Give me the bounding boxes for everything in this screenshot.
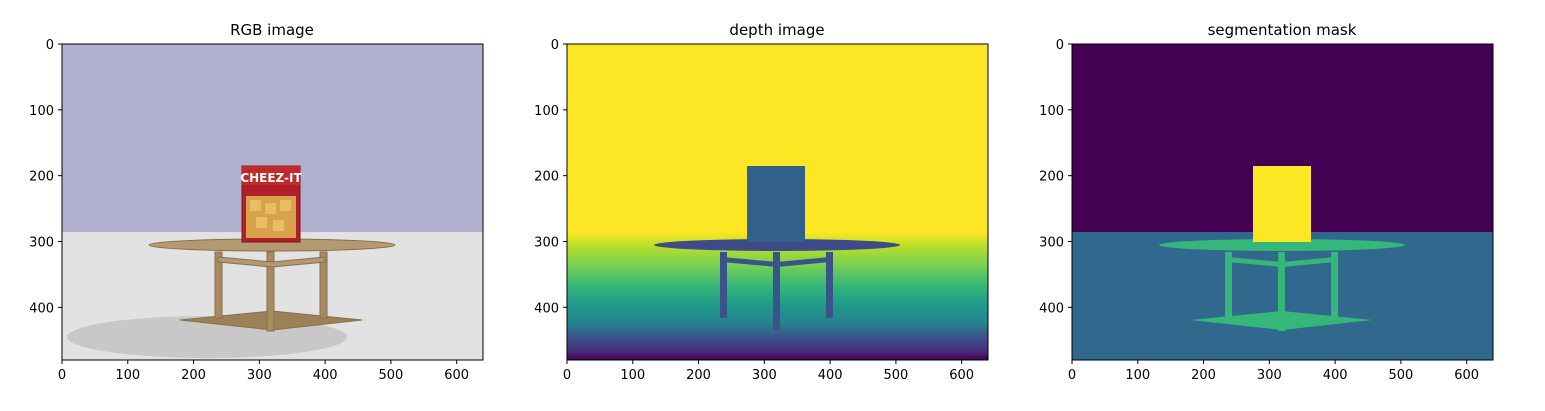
y-tick-label: 400	[534, 301, 559, 316]
panel-segmentation-mask: segmentation mask 0 100 200 300 400 500 600 0 10…	[1039, 21, 1494, 383]
rgb-image-content: CHEEZ-IT	[62, 44, 483, 360]
panel-rgb-image: RGB image CHEEZ-IT	[29, 21, 484, 383]
axis-ticks: 0 100 200 300 400 500 600 0 100 200 300 400	[29, 38, 469, 383]
y-tick-label: 200	[29, 170, 54, 185]
x-tick-label: 300	[752, 368, 777, 383]
axis-ticks: 0 100 200 300 400 500 600 0 100 200 300 400	[534, 38, 974, 383]
y-tick-label: 0	[1056, 38, 1064, 53]
axis-ticks: 0 100 200 300 400 500 600 0 100 200 300 400	[1039, 38, 1479, 383]
x-tick-label: 0	[58, 368, 66, 383]
axes-frame	[566, 43, 989, 361]
x-tick-label: 0	[1068, 368, 1076, 383]
y-tick-label: 100	[1039, 104, 1064, 119]
depth-image-content	[567, 44, 988, 360]
x-tick-label: 600	[444, 368, 469, 383]
y-tick-label: 200	[534, 170, 559, 185]
y-tick-label: 300	[1039, 236, 1064, 251]
axes-frame	[1071, 43, 1494, 361]
cracker-box: CHEEZ-IT	[240, 165, 302, 243]
x-tick-label: 100	[620, 368, 645, 383]
x-tick-label: 600	[949, 368, 974, 383]
panel-depth-image: depth image 0 100 200 300 400 500 600 0 100 200 30…	[534, 21, 989, 383]
x-tick-label: 500	[883, 368, 908, 383]
seg-box	[1253, 166, 1311, 242]
box-brand-label: CHEEZ-IT	[240, 171, 302, 185]
y-tick-label: 0	[46, 38, 54, 53]
x-tick-label: 400	[818, 368, 843, 383]
x-tick-label: 200	[181, 368, 206, 383]
y-tick-label: 300	[29, 236, 54, 251]
segmentation-content	[1072, 44, 1493, 360]
table-depth	[654, 239, 900, 331]
x-tick-label: 0	[563, 368, 571, 383]
table	[148, 238, 396, 332]
seg-table	[1159, 239, 1405, 331]
x-tick-label: 100	[115, 368, 140, 383]
y-tick-label: 200	[1039, 170, 1064, 185]
y-tick-label: 400	[1039, 301, 1064, 316]
x-tick-label: 300	[1257, 368, 1282, 383]
y-tick-label: 0	[551, 38, 559, 53]
panel-title: segmentation mask	[1208, 21, 1357, 39]
y-tick-label: 400	[29, 301, 54, 316]
panel-title: depth image	[729, 21, 824, 39]
x-tick-label: 100	[1125, 368, 1150, 383]
x-tick-label: 600	[1454, 368, 1479, 383]
x-tick-label: 200	[686, 368, 711, 383]
x-tick-label: 400	[1323, 368, 1348, 383]
y-tick-label: 100	[29, 104, 54, 119]
x-tick-label: 500	[1388, 368, 1413, 383]
x-tick-label: 300	[247, 368, 272, 383]
y-tick-label: 100	[534, 104, 559, 119]
axes-frame	[61, 43, 484, 361]
x-tick-label: 200	[1191, 368, 1216, 383]
x-tick-label: 500	[378, 368, 403, 383]
x-tick-label: 400	[313, 368, 338, 383]
box-depth	[747, 166, 805, 242]
y-tick-label: 300	[534, 236, 559, 251]
panel-title: RGB image	[230, 21, 314, 39]
